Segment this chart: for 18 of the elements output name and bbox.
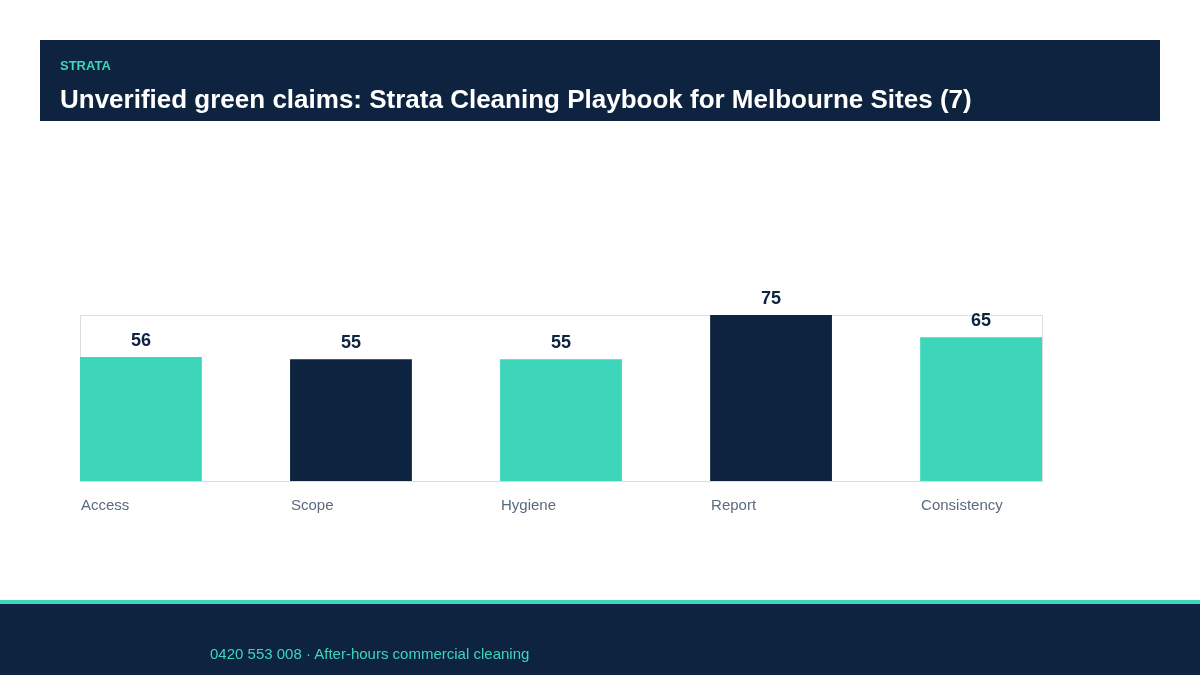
x-tick-label: Report bbox=[711, 495, 757, 513]
data-label: 55 bbox=[550, 332, 572, 353]
bar bbox=[920, 337, 1042, 481]
data-label: 55 bbox=[340, 332, 361, 353]
x-tick-label: Hygiene bbox=[501, 495, 557, 513]
data-label: 56 bbox=[130, 330, 151, 351]
x-tick-label: Consistency bbox=[921, 495, 1004, 513]
data-label: 75 bbox=[761, 288, 782, 308]
data-label: 65 bbox=[971, 310, 992, 331]
chart-subtitle: STRATA bbox=[60, 58, 112, 73]
bar bbox=[500, 359, 622, 481]
text: 0420 553 008 · After-hours commercial cleaning bbox=[210, 645, 530, 662]
x-tick-label: Scope bbox=[290, 495, 334, 513]
bar bbox=[710, 315, 832, 481]
bar bbox=[80, 357, 202, 481]
chart-title: Unverified green claims: Strata Cleaning Playbook for Melbourne Sites (7) bbox=[60, 84, 972, 114]
x-tick-label: Access bbox=[80, 495, 130, 513]
bar bbox=[290, 359, 412, 481]
